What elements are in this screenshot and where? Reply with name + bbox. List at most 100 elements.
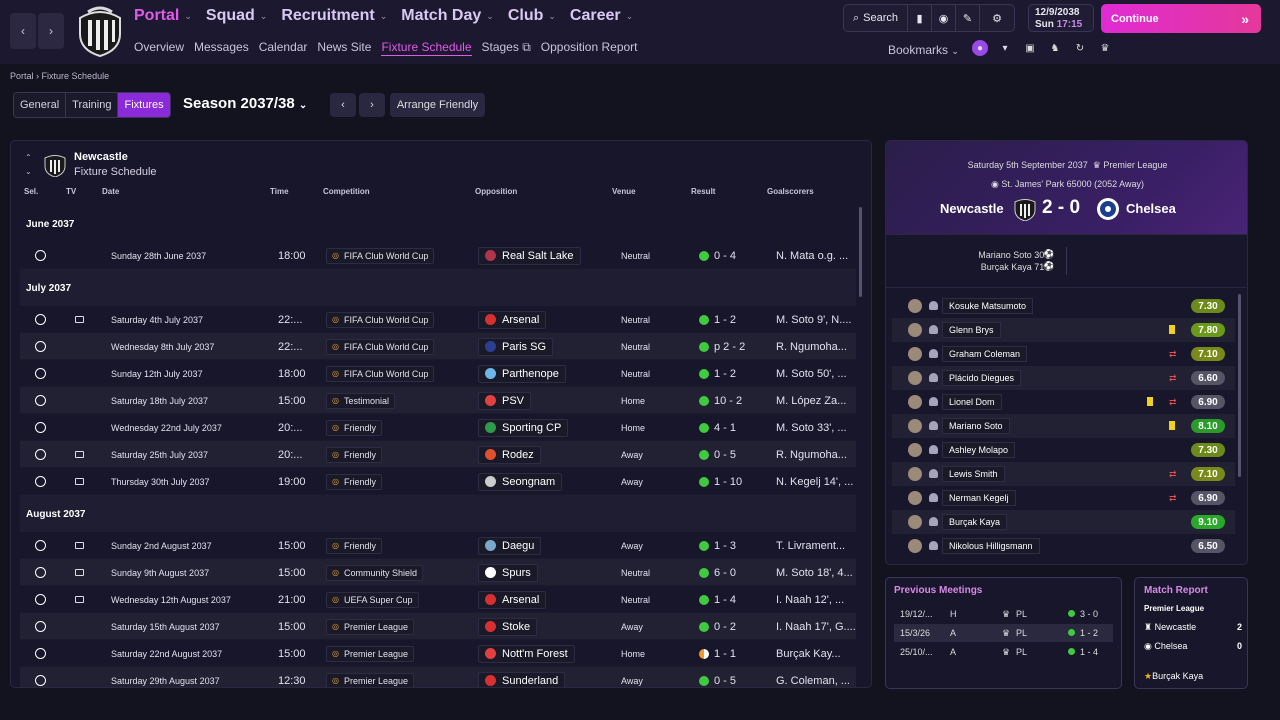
fixture-row[interactable]: Wednesday 8th July 2037 22:... ◎ FIFA Club …	[20, 333, 856, 360]
select-radio[interactable]	[35, 395, 46, 406]
player-name[interactable]: Nikolous Hilligsmann	[942, 538, 1040, 554]
chevron-up-icon[interactable]: ⌃	[25, 153, 32, 162]
bookmarks-dropdown[interactable]: Bookmarks ⌄	[888, 43, 959, 57]
opposition-chip[interactable]: Rodez	[478, 445, 541, 464]
result[interactable]: 0 - 4	[699, 250, 736, 262]
goalscorers[interactable]: R. Ngumoha...	[776, 448, 847, 461]
fixture-row[interactable]: Wednesday 12th August 2037 21:00 ◎ UEFA Sup…	[20, 586, 856, 613]
competition-chip[interactable]: ◎ Testimonial	[326, 392, 396, 409]
result[interactable]: 1 - 1	[699, 648, 736, 660]
select-radio[interactable]	[35, 341, 46, 352]
submenu-messages[interactable]: Messages	[194, 40, 249, 54]
submenu-overview[interactable]: Overview	[134, 40, 185, 54]
competition-chip[interactable]: ◎ FIFA Club World Cup	[326, 247, 435, 264]
goalscorers[interactable]: Burçak Kay...	[776, 647, 841, 660]
competition-chip[interactable]: ◎ Friendly	[326, 537, 382, 554]
opposition-chip[interactable]: Paris SG	[478, 337, 554, 356]
goalscorers[interactable]: I. Naah 12', ...	[776, 593, 845, 606]
trophy-icon[interactable]: ♛	[1100, 42, 1110, 54]
goalscorers[interactable]: G. Coleman, ...	[776, 674, 850, 687]
competition-chip[interactable]: ◎ Friendly	[326, 473, 382, 490]
player-name[interactable]: Kosuke Matsumoto	[942, 298, 1034, 314]
menu-match-day[interactable]: Match Day ⌄	[401, 7, 494, 25]
player-name[interactable]: Glenn Brys	[942, 322, 1001, 338]
game-date[interactable]: 12/9/2038 Sun 17:15	[1028, 4, 1094, 32]
player-row[interactable]: Nerman Kegelj ⇄ 6.90	[892, 486, 1235, 510]
meeting-row[interactable]: 25/10/... A ♛ PL 1 - 4	[894, 643, 1113, 661]
col-opposition[interactable]: Opposition	[475, 187, 518, 196]
player-row[interactable]: Mariano Soto 8.10	[892, 414, 1235, 438]
scrollbar[interactable]	[1238, 294, 1241, 477]
back-button[interactable]: ‹	[10, 13, 36, 49]
settings-button[interactable]: ⚙	[980, 5, 1014, 31]
competition-chip[interactable]: ◎ FIFA Club World Cup	[326, 338, 435, 355]
opposition-chip[interactable]: Arsenal	[478, 310, 547, 329]
select-radio[interactable]	[35, 422, 46, 433]
season-selector[interactable]: Season 2037/38 ⌄	[183, 95, 307, 112]
goalscorers[interactable]: M. Soto 9', N....	[776, 313, 852, 326]
opposition-chip[interactable]: Nott'm Forest	[478, 644, 575, 663]
result[interactable]: 0 - 2	[699, 621, 736, 633]
meeting-row[interactable]: 15/3/26 A ♛ PL 1 - 2	[894, 624, 1113, 642]
scorer[interactable]: Mariano Soto 30'	[978, 250, 1046, 260]
result[interactable]: p 2 - 2	[699, 341, 745, 353]
goalscorers[interactable]: I. Naah 17', G....	[776, 620, 856, 633]
continue-button[interactable]: Continue »	[1101, 4, 1261, 33]
select-radio[interactable]	[35, 476, 46, 487]
menu-career[interactable]: Career ⌄	[570, 7, 633, 25]
scorer[interactable]: Burçak Kaya 71'	[980, 262, 1046, 272]
player-row[interactable]: Glenn Brys 7.80	[892, 318, 1235, 342]
goalscorers[interactable]: N. Kegelj 14', ...	[776, 475, 854, 488]
match-competition[interactable]: Premier League	[1103, 160, 1168, 170]
fixture-row[interactable]: Saturday 15th August 2037 15:00 ◎ Premier L…	[20, 613, 856, 640]
notebook-button[interactable]: ▮	[908, 5, 932, 31]
select-radio[interactable]	[35, 314, 46, 325]
col-result[interactable]: Result	[691, 187, 716, 196]
forward-button[interactable]: ›	[38, 13, 64, 49]
player-name[interactable]: Nerman Kegelj	[942, 490, 1016, 506]
club-crest-icon[interactable]	[74, 4, 126, 58]
pom-name[interactable]: Burçak Kaya	[1152, 671, 1204, 681]
select-radio[interactable]	[35, 540, 46, 551]
submenu-stages[interactable]: Stages ⧉	[482, 40, 531, 56]
select-radio[interactable]	[35, 250, 46, 261]
competition-chip[interactable]: ◎ Premier League	[326, 618, 415, 635]
select-radio[interactable]	[35, 648, 46, 659]
competition-chip[interactable]: ◎ Friendly	[326, 446, 382, 463]
select-radio[interactable]	[35, 368, 46, 379]
match-score[interactable]: 2 - 0	[1042, 197, 1081, 218]
player-row[interactable]: Nikolous Hilligsmann 6.50	[892, 534, 1235, 558]
player-name[interactable]: Graham Coleman	[942, 346, 1028, 362]
opposition-chip[interactable]: Daegu	[478, 536, 542, 555]
next-season-button[interactable]: ›	[359, 93, 385, 117]
fixture-row[interactable]: Saturday 4th July 2037 22:... ◎ FIFA Club W…	[20, 306, 856, 333]
col-date[interactable]: Date	[102, 187, 120, 196]
opposition-chip[interactable]: PSV	[478, 391, 532, 410]
select-radio[interactable]	[35, 675, 46, 686]
goalscorers[interactable]: N. Mata o.g. ...	[776, 249, 849, 262]
col-venue[interactable]: Venue	[612, 187, 636, 196]
goalscorers[interactable]: R. Ngumoha...	[776, 340, 847, 353]
opposition-chip[interactable]: Real Salt Lake	[478, 246, 581, 265]
competition-chip[interactable]: ◎ Community Shield	[326, 564, 424, 581]
fixture-row[interactable]: Saturday 18th July 2037 15:00 ◎ Testimonial…	[20, 387, 856, 414]
scrollbar[interactable]	[859, 207, 862, 297]
home-team[interactable]: Newcastle	[940, 201, 1004, 216]
refresh-icon[interactable]: ↻	[1075, 42, 1085, 54]
player-row[interactable]: Ashley Molapo 7.30	[892, 438, 1235, 462]
opposition-chip[interactable]: Parthenope	[478, 364, 566, 383]
submenu-opposition-report[interactable]: Opposition Report	[540, 40, 638, 54]
player-name[interactable]: Ashley Molapo	[942, 442, 1016, 458]
tab-fixtures[interactable]: Fixtures	[118, 93, 170, 117]
result[interactable]: 0 - 5	[699, 675, 736, 687]
match-stadium[interactable]: St. James' Park	[1001, 179, 1065, 189]
fixture-row[interactable]: Wednesday 22nd July 2037 20:... ◎ Friendly S…	[20, 414, 856, 441]
arrange-friendly-button[interactable]: Arrange Friendly	[390, 93, 485, 117]
player-row[interactable]: Lewis Smith ⇄ 7.10	[892, 462, 1235, 486]
player-name[interactable]: Burçak Kaya	[942, 514, 1008, 530]
edit-button[interactable]: ✎	[956, 5, 980, 31]
chat-bubble-icon[interactable]: ●	[972, 40, 988, 56]
player-name[interactable]: Plácido Diegues	[942, 370, 1022, 386]
menu-recruitment[interactable]: Recruitment ⌄	[281, 7, 387, 25]
submenu-news-site[interactable]: News Site	[317, 40, 372, 54]
